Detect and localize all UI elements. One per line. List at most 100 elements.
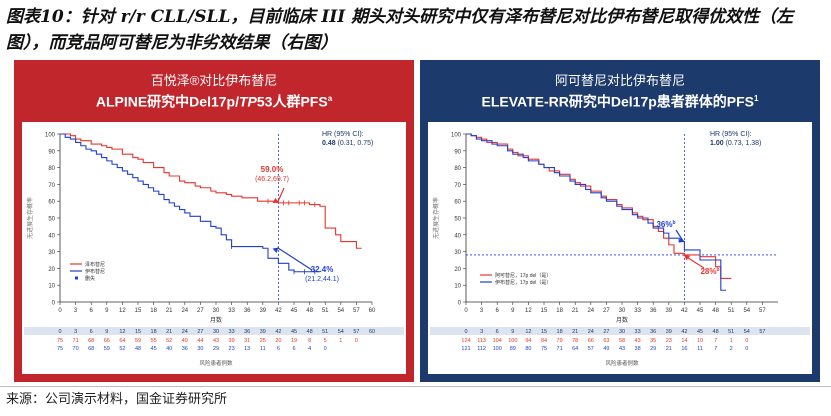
left-panel-title-line2: ALPINE研究中Del17p/TP53人群PFSa bbox=[16, 89, 412, 112]
y-tick-label: 40 bbox=[454, 233, 461, 239]
x-tick-label: 21 bbox=[166, 308, 173, 314]
km-curve-series-1 bbox=[60, 133, 320, 273]
risk-table-label: 风险患者例数 bbox=[605, 359, 639, 367]
x-tick-label: 45 bbox=[291, 308, 298, 314]
risk-table-cell: 25 bbox=[260, 338, 266, 344]
km-curve-series-0 bbox=[466, 133, 732, 280]
risk-table-month: 30 bbox=[213, 329, 219, 335]
hr-value: 1.00 bbox=[710, 140, 726, 147]
x-tick-label: 24 bbox=[587, 308, 594, 314]
y-axis-label: 无进展生存概率 bbox=[432, 197, 440, 239]
x-tick-label: 36 bbox=[650, 308, 657, 314]
x-tick-label: 57 bbox=[353, 308, 360, 314]
risk-table-cell: 59 bbox=[104, 346, 110, 352]
risk-table-month: 33 bbox=[229, 329, 235, 335]
risk-table-cell: 57 bbox=[588, 346, 594, 352]
right-panel-title-line1: 阿可替尼对比伊布替尼 bbox=[554, 73, 685, 88]
risk-table-month: 57 bbox=[759, 329, 765, 335]
risk-table-month: 60 bbox=[369, 329, 375, 335]
x-tick-label: 3 bbox=[74, 308, 78, 314]
risk-table-cell: 20 bbox=[275, 338, 281, 344]
risk-table-header-bg bbox=[430, 327, 810, 335]
risk-table-month: 3 bbox=[480, 329, 483, 335]
risk-table-cell: 112 bbox=[477, 346, 486, 352]
x-tick-label: 15 bbox=[541, 308, 548, 314]
x-tick-label: 39 bbox=[665, 308, 672, 314]
risk-table-month: 21 bbox=[572, 329, 578, 335]
risk-table-month: 36 bbox=[650, 329, 656, 335]
risk-table-month: 18 bbox=[557, 329, 563, 335]
x-tick-label: 57 bbox=[759, 308, 766, 314]
y-tick-label: 70 bbox=[48, 183, 55, 189]
annotation-arrowhead bbox=[272, 197, 279, 203]
risk-table-cell: 64 bbox=[572, 346, 578, 352]
risk-table-cell: 66 bbox=[588, 338, 594, 344]
risk-table-month: 0 bbox=[58, 329, 61, 335]
y-tick-label: 20 bbox=[454, 267, 461, 273]
risk-table-cell: 11 bbox=[260, 346, 266, 352]
y-axis-label: 无进展生存概率 bbox=[26, 197, 34, 239]
risk-table-cell: 44 bbox=[197, 338, 203, 344]
y-tick-label: 20 bbox=[48, 267, 55, 273]
legend-label: 泽布替尼 bbox=[85, 261, 105, 268]
x-tick-label: 54 bbox=[337, 308, 344, 314]
risk-table-month: 48 bbox=[713, 329, 719, 335]
x-tick-label: 18 bbox=[150, 308, 157, 314]
x-tick-label: 6 bbox=[496, 308, 500, 314]
risk-table-month: 24 bbox=[182, 329, 188, 335]
risk-table-cell: 16 bbox=[681, 346, 687, 352]
risk-table-cell: 45 bbox=[151, 346, 157, 352]
x-tick-label: 42 bbox=[275, 308, 282, 314]
risk-table-cell: 48 bbox=[135, 346, 141, 352]
risk-table-cell: 1 bbox=[730, 338, 733, 344]
annotation-value: 59.0% bbox=[261, 165, 284, 174]
x-axis-label: 月数 bbox=[210, 316, 222, 324]
legend-label: 伊布替尼 bbox=[85, 268, 105, 275]
risk-table-cell: 14 bbox=[681, 338, 687, 344]
annotation-arrow bbox=[277, 247, 313, 271]
risk-table-cell: 0 bbox=[355, 338, 358, 344]
x-tick-label: 30 bbox=[619, 308, 626, 314]
risk-table-cell: 11 bbox=[697, 346, 703, 352]
right-panel-header: 阿可替尼对比伊布替尼 ELEVATE-RR研究中Del17p患者群体的PFS1 bbox=[422, 62, 818, 120]
risk-table-cell: 40 bbox=[166, 346, 172, 352]
x-tick-label: 18 bbox=[556, 308, 563, 314]
annotation-arrowhead bbox=[678, 236, 685, 243]
risk-table-cell: 43 bbox=[213, 338, 219, 344]
right-chart-body: 0 10 20 30 40 50 60 70 80 90 100 0 3 6 9 12 15 18 21 24 27 30… bbox=[428, 122, 812, 374]
risk-table-cell: 6 bbox=[292, 346, 295, 352]
risk-table-cell: 80 bbox=[525, 346, 531, 352]
hr-label: HR (95% CI): bbox=[322, 131, 364, 138]
right-title-main: ELEVATE-RR研究中Del17p患者群体的PFS bbox=[481, 93, 755, 110]
risk-table-cell: 49 bbox=[603, 346, 609, 352]
risk-table-cell: 63 bbox=[603, 338, 609, 344]
risk-table-cell: 113 bbox=[477, 338, 486, 344]
risk-table-month: 36 bbox=[244, 329, 250, 335]
x-tick-label: 39 bbox=[259, 308, 266, 314]
x-tick-label: 9 bbox=[511, 308, 515, 314]
risk-table-month: 51 bbox=[322, 329, 328, 335]
annotation-value: 32.4% bbox=[311, 265, 334, 274]
y-tick-label: 90 bbox=[454, 149, 461, 155]
risk-table-month: 3 bbox=[74, 329, 77, 335]
risk-table-cell: 2 bbox=[730, 346, 733, 352]
annotation-arrow bbox=[276, 187, 285, 204]
risk-table-month: 51 bbox=[728, 329, 734, 335]
x-tick-label: 0 bbox=[464, 308, 468, 314]
hr-label: HR (95% CI): bbox=[710, 131, 752, 138]
figure-title: 图表10：针对 r/r CLL/SLL，目前临床 III 期头对头研究中仅有泽布… bbox=[6, 7, 794, 53]
risk-table-cell: 68 bbox=[88, 346, 94, 352]
risk-table-cell: 55 bbox=[151, 338, 157, 344]
source-note: 来源：公司演示材料，国金证券研究所 bbox=[6, 392, 228, 407]
risk-table-month: 39 bbox=[260, 329, 266, 335]
risk-table-month: 33 bbox=[635, 329, 641, 335]
risk-table-month: 21 bbox=[166, 329, 172, 335]
annotation-value: 36%b bbox=[656, 220, 675, 229]
left-title-part-c: 53人群PFS bbox=[256, 93, 328, 110]
risk-table-month: 39 bbox=[666, 329, 672, 335]
hr-ci: (0.31, 0.75) bbox=[338, 140, 374, 147]
y-tick-label: 90 bbox=[48, 149, 55, 155]
y-tick-label: 10 bbox=[48, 284, 55, 290]
risk-table-cell: 6 bbox=[277, 346, 280, 352]
